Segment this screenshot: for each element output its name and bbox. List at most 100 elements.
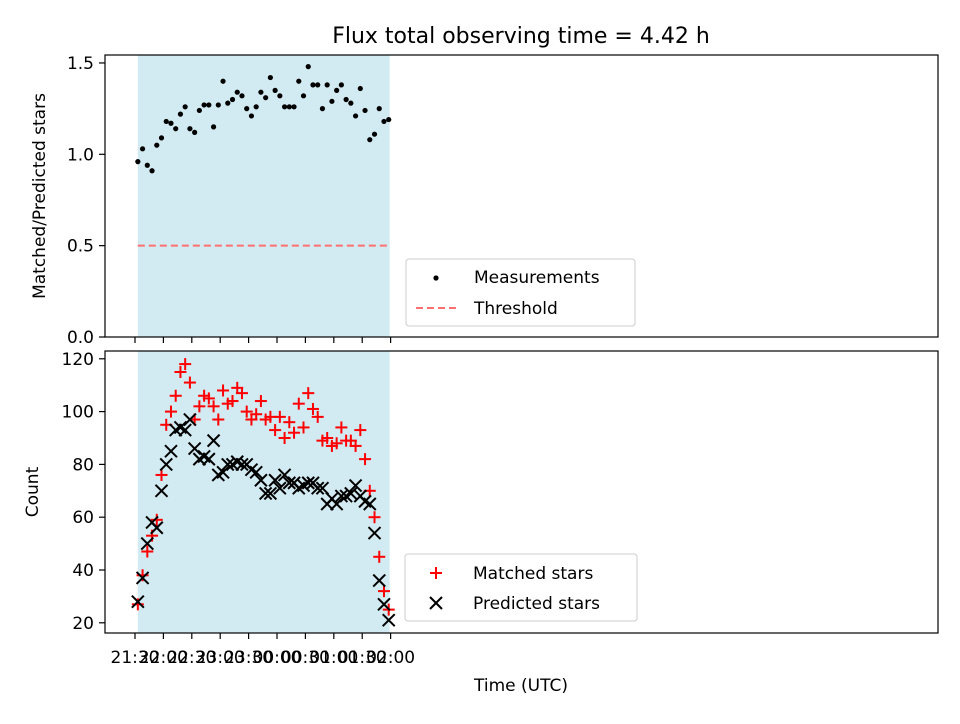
matched-star-point	[155, 468, 168, 481]
measurement-point	[139, 146, 146, 152]
matched-star-point	[226, 395, 239, 408]
matched-star-point	[235, 387, 248, 400]
matched-star-point	[335, 421, 348, 434]
predicted-marker-b	[372, 573, 386, 588]
matched-star-point	[330, 437, 343, 450]
matched-star-point	[306, 402, 319, 415]
predicted-marker-b	[358, 494, 372, 509]
measurement-point	[367, 137, 373, 143]
measurement-point	[168, 120, 174, 126]
predicted-marker-b	[197, 449, 211, 464]
x-tick-label: 23:00	[196, 648, 245, 668]
predicted-star-point	[367, 526, 382, 540]
predicted-marker-b	[150, 521, 164, 535]
x-tick-label: 01:30	[338, 648, 387, 668]
predicted-star-point	[348, 478, 363, 493]
predicted-star-point	[268, 473, 282, 487]
measurement-point	[305, 64, 311, 70]
matched-star-point	[321, 432, 334, 444]
matched-star-point	[169, 389, 182, 402]
top-panel-frame	[104, 54, 939, 338]
predicted-marker-b	[131, 594, 145, 609]
matched-star-point	[288, 426, 301, 439]
predicted-star-point	[301, 476, 315, 490]
bottom-y-tick-label: 60	[72, 508, 94, 528]
predicted-star-point	[183, 412, 197, 427]
matched-star-point	[240, 405, 253, 418]
predicted-star-point	[159, 457, 173, 472]
predicted-marker-b	[183, 412, 197, 427]
measurement-point	[187, 126, 193, 132]
matched-star-point	[179, 358, 192, 371]
matched-star-point	[254, 395, 267, 408]
measurement-point	[253, 104, 259, 110]
matched-star-point	[202, 392, 215, 405]
x-tick-label: 22:00	[139, 648, 188, 668]
predicted-star-point	[311, 481, 325, 495]
predicted-marker-b	[135, 571, 150, 585]
predicted-star-point	[377, 597, 391, 612]
predicted-marker-b	[348, 478, 363, 493]
bottom-y-tick-label: 120	[62, 350, 94, 370]
predicted-marker-b	[164, 444, 178, 458]
matched-star-point	[359, 453, 372, 466]
measurement-point	[173, 126, 179, 132]
predicted-marker-b	[282, 476, 297, 490]
top-y-tick-label: 0.0	[67, 328, 94, 348]
predicted-marker-b	[206, 433, 221, 448]
predicted-marker-b	[140, 536, 155, 551]
predicted-marker-b	[258, 486, 273, 501]
measurement-point	[286, 104, 292, 110]
measurement-point	[376, 106, 382, 112]
top-y-tick-label: 0.5	[67, 237, 94, 257]
predicted-star-point	[235, 457, 249, 472]
measurement-point	[210, 124, 217, 130]
predicted-star-point	[135, 571, 150, 585]
measurement-point	[319, 106, 326, 112]
measurement-point	[177, 111, 184, 117]
measurement-point	[296, 78, 302, 84]
matched-star-point	[164, 405, 177, 418]
measurement-point	[158, 135, 165, 141]
x-tick-label: 21:30	[111, 648, 160, 668]
predicted-star-point	[344, 486, 358, 501]
measurement-point	[182, 104, 188, 110]
measurement-point	[348, 100, 354, 106]
matched-star-point	[217, 384, 230, 397]
top-y-axis-label: Matched/Predicted stars	[30, 93, 50, 299]
matched-star-point	[368, 511, 381, 524]
predicted-marker-b	[254, 473, 268, 487]
top-panel-axes: 0.0 0.5 1.0 1.5	[67, 54, 392, 348]
predicted-marker-b	[263, 486, 278, 501]
predicted-star-point	[282, 476, 297, 490]
predicted-star-point	[187, 441, 202, 456]
predicted-marker-b	[382, 613, 396, 627]
measurement-point	[381, 118, 387, 125]
bottom-panel-marks	[131, 358, 396, 627]
predicted-star-point	[258, 486, 273, 501]
predicted-star-point	[263, 486, 278, 501]
predicted-star-point	[249, 465, 263, 480]
top-y-tick-label: 1.0	[67, 145, 94, 165]
predicted-star-point	[329, 497, 344, 511]
predicted-star-point	[206, 433, 221, 448]
bottom-legend: Matched stars Predicted stars	[404, 553, 638, 622]
matched-star-point	[283, 416, 296, 429]
top-y-tick-label: 1.5	[67, 54, 94, 74]
predicted-star-point	[131, 594, 145, 609]
predicted-marker-b	[178, 423, 192, 437]
measurement-point	[234, 89, 240, 95]
legend-measurements-marker	[433, 275, 439, 281]
matched-star-point	[349, 439, 362, 452]
predicted-marker-b	[377, 597, 391, 612]
x-tick-label: 00:00	[253, 648, 302, 668]
measurement-point	[386, 116, 392, 123]
chart-title: Flux total observing time = 4.42 h	[332, 24, 710, 49]
matched-star-point	[183, 376, 196, 389]
legend-matched-marker	[430, 567, 442, 579]
matched-star-point	[377, 585, 390, 598]
predicted-marker-b	[344, 486, 358, 501]
measurement-point	[154, 142, 160, 148]
x-tick-label: 23:30	[224, 648, 273, 668]
predicted-star-point	[164, 444, 178, 458]
